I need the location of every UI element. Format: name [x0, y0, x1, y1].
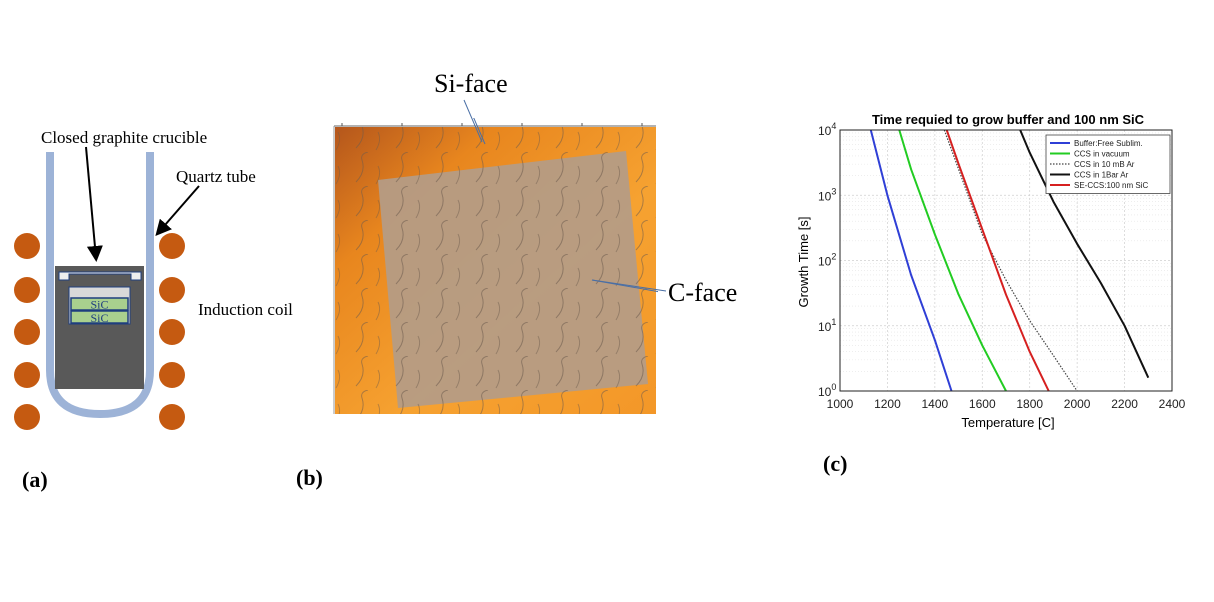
- growth-time-chart: Time requied to grow buffer and 100 nm S…: [796, 112, 1186, 430]
- sic-wafer-top: [70, 297, 129, 311]
- series-line: [869, 129, 953, 392]
- legend-entry: Buffer:Free Sublim.: [1074, 139, 1143, 148]
- series-line: [943, 129, 1078, 392]
- x-tick-label: 1800: [1016, 397, 1043, 411]
- series-line: [898, 129, 1007, 392]
- y-tick-label: 103: [818, 186, 836, 203]
- wafer-micrograph: [316, 118, 658, 414]
- y-tick-label: 100: [818, 382, 836, 399]
- sic-bottom-label: SiC: [90, 311, 108, 325]
- legend-box: [1045, 134, 1171, 194]
- y-tick-label: 101: [818, 317, 836, 334]
- legend-entry: CCS in 1Bar Ar: [1074, 171, 1129, 180]
- y-tick-label: 104: [818, 121, 836, 138]
- x-axis-label: Temperature [C]: [961, 415, 1054, 430]
- sic-wafer-bottom: [70, 310, 129, 324]
- si-face-label: Si-face: [434, 69, 508, 98]
- plot-frame: [839, 129, 1173, 392]
- quartz-tube: [46, 152, 154, 419]
- series-line: [945, 129, 1050, 392]
- legend-entry: CCS in 10 mB Ar: [1074, 160, 1135, 169]
- sic-top-label: SiC: [90, 298, 108, 312]
- x-tick-label: 1200: [874, 397, 901, 411]
- induction-coil-label: Induction coil: [198, 300, 293, 319]
- induction-coil-right: [159, 233, 185, 430]
- crucible-arrow: [85, 146, 103, 262]
- c-face-label: C-face: [668, 278, 738, 307]
- x-tick-label: 1000: [827, 397, 854, 411]
- x-tick-label: 2400: [1159, 397, 1186, 411]
- quartz-arrow: [155, 185, 200, 237]
- panel-c-label: (c): [823, 451, 848, 476]
- graphite-crucible: [55, 266, 144, 389]
- x-tick-label: 1600: [969, 397, 996, 411]
- panel-b-label: (b): [296, 465, 323, 490]
- si-face-leader: [473, 118, 486, 145]
- series-line: [1019, 129, 1150, 379]
- x-tick-label: 1400: [922, 397, 949, 411]
- x-tick-label: 2000: [1064, 397, 1091, 411]
- induction-coil-left: [14, 233, 40, 430]
- legend-entry: SE-CCS:100 nm SiC: [1074, 181, 1148, 190]
- quartz-tube-label: Quartz tube: [176, 167, 256, 186]
- chart-title: Time requied to grow buffer and 100 nm S…: [872, 112, 1145, 127]
- panel-a-label: (a): [22, 467, 48, 492]
- legend-entry: CCS in vacuum: [1074, 150, 1130, 159]
- furnace-schematic: SiC SiC: [14, 146, 200, 430]
- x-tick-label: 2200: [1111, 397, 1138, 411]
- y-axis-label: Growth Time [s]: [796, 216, 811, 307]
- y-tick-label: 102: [818, 252, 836, 269]
- crucible-label: Closed graphite crucible: [41, 128, 208, 147]
